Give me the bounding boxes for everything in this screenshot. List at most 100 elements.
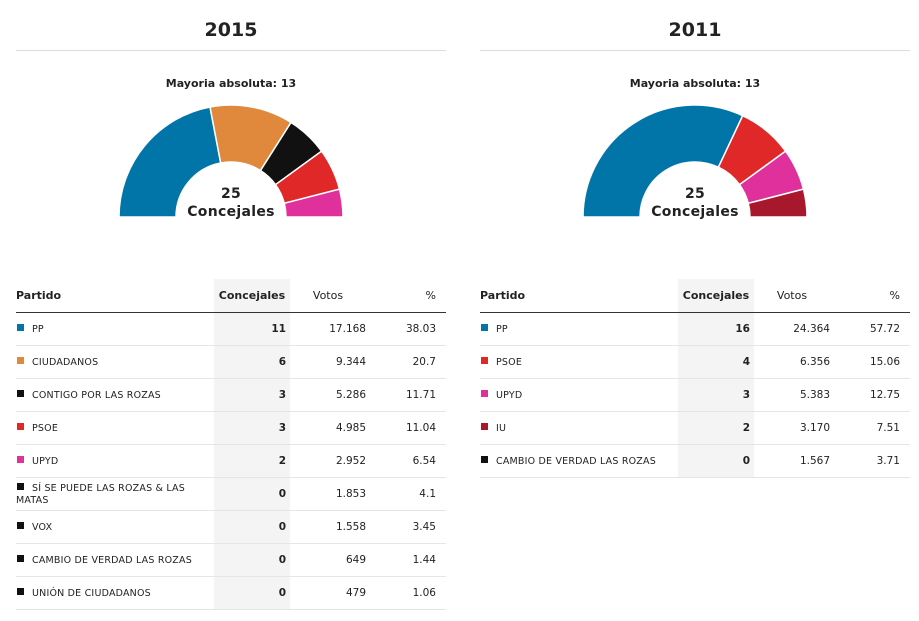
table-row: IU 2 3.170 7.51 xyxy=(480,411,910,445)
pct-cell: 38.03 xyxy=(366,312,446,346)
seats-cell: 0 xyxy=(214,543,290,577)
pct-cell: 6.54 xyxy=(366,444,446,478)
party-cell: CAMBIO DE VERDAD LAS ROZAS xyxy=(480,444,678,478)
pct-cell: 11.71 xyxy=(366,378,446,412)
party-cell: IU xyxy=(480,411,678,445)
party-cell: UPYD xyxy=(16,444,214,478)
party-name: PP xyxy=(32,324,44,335)
party-color-swatch xyxy=(17,390,24,397)
header-pct: % xyxy=(830,279,910,313)
table-row: UPYD 2 2.952 6.54 xyxy=(16,444,446,478)
seats-cell: 4 xyxy=(678,345,754,379)
header-seats: Concejales xyxy=(678,279,754,313)
hemicycle-segment-upyd xyxy=(283,188,344,218)
table-row: CAMBIO DE VERDAD LAS ROZAS 0 1.567 3.71 xyxy=(480,444,910,478)
pct-cell: 3.45 xyxy=(366,510,446,544)
votes-cell: 4.985 xyxy=(290,411,366,445)
party-name: SÍ SE PUEDE LAS ROZAS & LAS MATAS xyxy=(16,483,185,506)
table-row: VOX 0 1.558 3.45 xyxy=(16,510,446,544)
seats-cell: 16 xyxy=(678,312,754,346)
party-color-swatch xyxy=(481,324,488,331)
seats-label: Concejales xyxy=(651,204,739,220)
seats-cell: 0 xyxy=(678,444,754,478)
header-votes: Votos xyxy=(754,279,830,313)
party-name: CONTIGO POR LAS ROZAS xyxy=(32,390,161,401)
pct-cell: 57.72 xyxy=(830,312,910,346)
table-row: SÍ SE PUEDE LAS ROZAS & LAS MATAS 0 1.853 4… xyxy=(16,477,446,511)
party-cell: UPYD xyxy=(480,378,678,412)
party-color-swatch xyxy=(17,588,24,595)
seats-cell: 0 xyxy=(214,576,290,610)
party-cell: PP xyxy=(480,312,678,346)
party-color-swatch xyxy=(17,456,24,463)
party-color-swatch xyxy=(17,423,24,430)
seats-cell: 0 xyxy=(214,477,290,511)
party-name: CAMBIO DE VERDAD LAS ROZAS xyxy=(32,555,192,566)
votes-cell: 6.356 xyxy=(754,345,830,379)
party-name: UPYD xyxy=(496,390,523,401)
party-cell: PSOE xyxy=(480,345,678,379)
party-color-swatch xyxy=(481,423,488,430)
seats-cell: 6 xyxy=(214,345,290,379)
majority-label: Mayoria absoluta: 13 xyxy=(165,77,297,90)
party-cell: PSOE xyxy=(16,411,214,445)
party-cell: UNIÓN DE CIUDADANOS xyxy=(16,576,214,610)
results-table: Partido Concejales Votos % PP 11 17.168 38.… xyxy=(16,279,446,610)
table-row: UPYD 3 5.383 12.75 xyxy=(480,378,910,412)
panel-2015: 2015 Mayoria absoluta: 13 25 Concejales … xyxy=(16,0,446,610)
table-row: CIUDADANOS 6 9.344 20.7 xyxy=(16,345,446,379)
pct-cell: 15.06 xyxy=(830,345,910,379)
results-table: Partido Concejales Votos % PP 16 24.364 57.… xyxy=(480,279,910,478)
pct-cell: 7.51 xyxy=(830,411,910,445)
header-votes: Votos xyxy=(290,279,366,313)
votes-cell: 3.170 xyxy=(754,411,830,445)
seats-cell: 2 xyxy=(678,411,754,445)
seats-cell: 3 xyxy=(214,378,290,412)
votes-cell: 17.168 xyxy=(290,312,366,346)
party-color-swatch xyxy=(481,390,488,397)
pct-cell: 12.75 xyxy=(830,378,910,412)
pct-cell: 1.44 xyxy=(366,543,446,577)
seats-cell: 3 xyxy=(678,378,754,412)
table-header-row: Partido Concejales Votos % xyxy=(480,279,910,313)
party-name: PSOE xyxy=(496,357,523,368)
chart-title: 2011 xyxy=(480,0,910,51)
seats-cell: 11 xyxy=(214,312,290,346)
pct-cell: 4.1 xyxy=(366,477,446,511)
hemicycle-segment-iu xyxy=(747,188,808,218)
party-name: IU xyxy=(496,423,507,434)
party-color-swatch xyxy=(17,357,24,364)
pct-cell: 1.06 xyxy=(366,576,446,610)
hemicycle-chart xyxy=(582,104,808,218)
seats-cell: 3 xyxy=(214,411,290,445)
party-color-swatch xyxy=(17,522,24,529)
table-row: CONTIGO POR LAS ROZAS 3 5.286 11.71 xyxy=(16,378,446,412)
party-cell: PP xyxy=(16,312,214,346)
table-row: PSOE 4 6.356 15.06 xyxy=(480,345,910,379)
votes-cell: 1.853 xyxy=(290,477,366,511)
votes-cell: 1.558 xyxy=(290,510,366,544)
party-name: PSOE xyxy=(32,423,59,434)
seats-total: 25 xyxy=(684,186,706,202)
header-pct: % xyxy=(366,279,446,313)
votes-cell: 9.344 xyxy=(290,345,366,379)
hemicycle-segment-pp xyxy=(582,104,744,218)
party-name: CAMBIO DE VERDAD LAS ROZAS xyxy=(496,456,656,467)
votes-cell: 5.383 xyxy=(754,378,830,412)
panel-2011: 2011 Mayoria absoluta: 13 25 Concejales … xyxy=(480,0,910,478)
hemicycle-chart xyxy=(118,104,344,218)
table-row: CAMBIO DE VERDAD LAS ROZAS 0 649 1.44 xyxy=(16,543,446,577)
majority-label: Mayoria absoluta: 13 xyxy=(629,77,761,90)
votes-cell: 2.952 xyxy=(290,444,366,478)
votes-cell: 24.364 xyxy=(754,312,830,346)
votes-cell: 479 xyxy=(290,576,366,610)
party-cell: CIUDADANOS xyxy=(16,345,214,379)
table-row: UNIÓN DE CIUDADANOS 0 479 1.06 xyxy=(16,576,446,610)
header-party: Partido xyxy=(16,279,214,313)
party-name: CIUDADANOS xyxy=(32,357,99,368)
party-color-swatch xyxy=(17,483,24,490)
party-name: UPYD xyxy=(32,456,59,467)
table-row: PP 11 17.168 38.03 xyxy=(16,312,446,346)
votes-cell: 5.286 xyxy=(290,378,366,412)
header-party: Partido xyxy=(480,279,678,313)
